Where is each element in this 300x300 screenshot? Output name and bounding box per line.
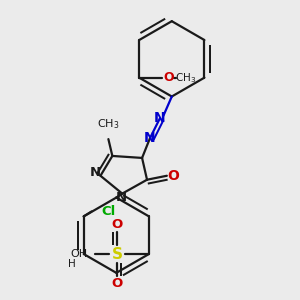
Text: OH: OH (70, 249, 88, 259)
Text: N: N (154, 111, 166, 125)
Text: Cl: Cl (101, 205, 116, 218)
Text: N: N (90, 166, 101, 179)
Text: H: H (68, 259, 76, 269)
Text: O: O (163, 71, 174, 84)
Text: S: S (112, 247, 123, 262)
Text: O: O (112, 218, 123, 231)
Text: CH$_3$: CH$_3$ (175, 71, 196, 85)
Text: N: N (144, 131, 156, 145)
Text: N: N (116, 191, 127, 204)
Text: CH$_3$: CH$_3$ (97, 117, 120, 131)
Text: O: O (167, 169, 179, 183)
Text: O: O (112, 277, 123, 290)
